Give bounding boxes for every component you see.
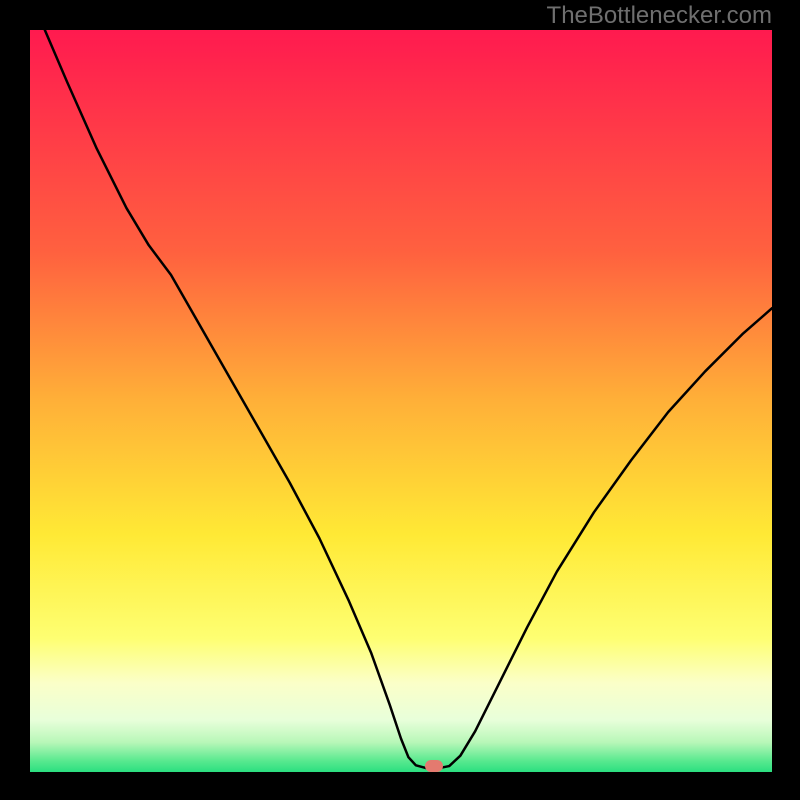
optimum-marker	[425, 760, 443, 772]
watermark-text: TheBottlenecker.com	[547, 2, 772, 30]
chart-background	[30, 30, 772, 772]
chart-plot-area	[30, 30, 772, 772]
chart-svg	[30, 30, 772, 772]
